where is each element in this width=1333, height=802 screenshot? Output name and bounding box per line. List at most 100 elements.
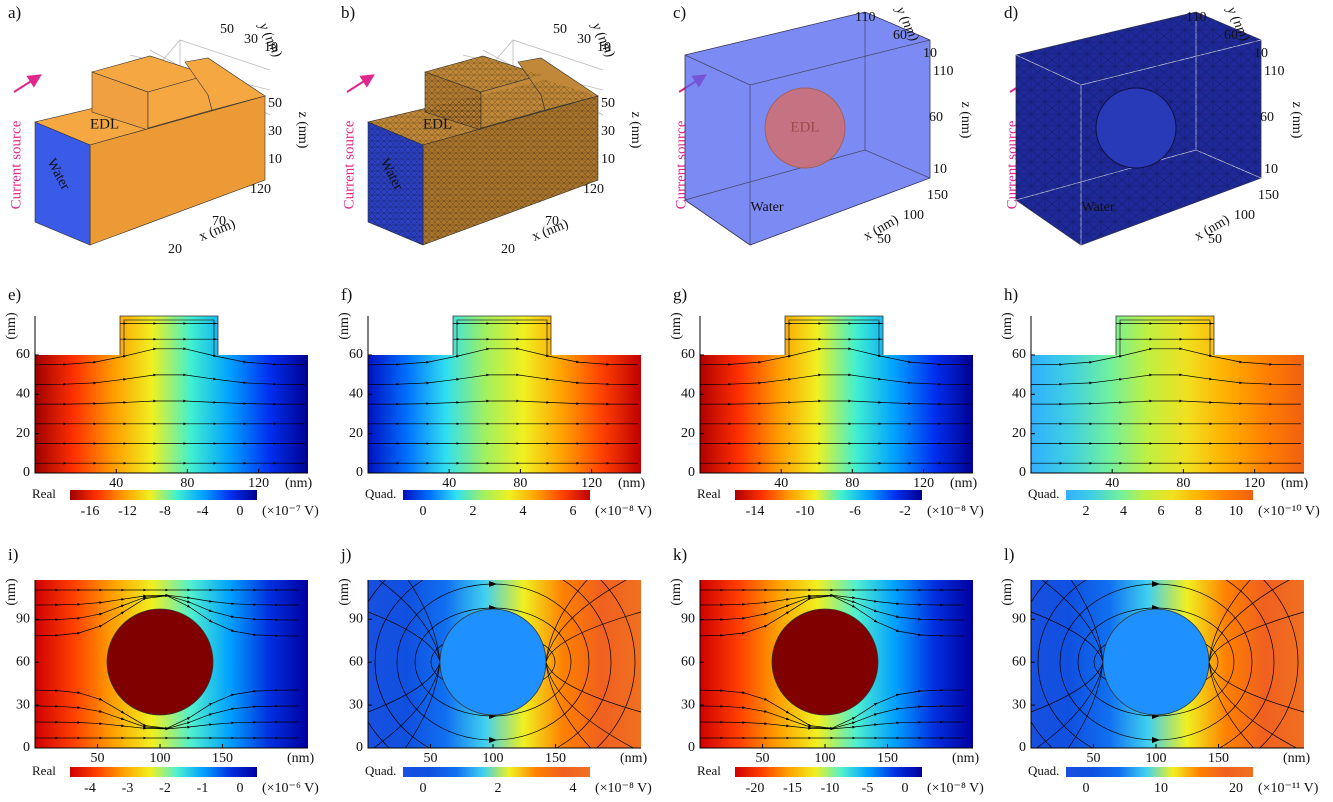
colorbar-tick: 2 <box>1083 504 1090 519</box>
colorbar-tick: -14 <box>746 504 765 519</box>
colorbar-tick: 2 <box>470 504 477 519</box>
panel-field: k)030609050100150(nm)(nm)Real-20-15-10-5… <box>669 545 984 796</box>
x-tick: 120 <box>913 476 934 491</box>
panel-label: i) <box>8 545 18 564</box>
colorbar-tick: 4 <box>520 504 527 519</box>
colorbar-name: Quad. <box>1028 486 1059 501</box>
y-tick: 40 <box>16 387 30 402</box>
panel-field: h)02040604080120(nm)(nm)Quad.246810(×10⁻… <box>1000 285 1320 519</box>
colorbar <box>1066 490 1253 500</box>
edl-label: EDL <box>90 116 119 132</box>
water-label: Water <box>1081 200 1114 215</box>
colorbar <box>403 490 590 500</box>
y-tick: 90 <box>1012 612 1026 627</box>
colorbar-tick: 4 <box>1120 504 1127 519</box>
colorbar <box>70 767 257 777</box>
inclusion <box>1103 609 1209 715</box>
y-unit: (nm) <box>337 578 352 606</box>
y-tick: 30 <box>681 697 695 712</box>
x-tick: 50 <box>1087 751 1101 766</box>
panel-label: a) <box>8 3 21 22</box>
x-tick: 20 <box>501 242 515 257</box>
y-tick: 0 <box>688 740 695 755</box>
y-tick: 40 <box>349 387 363 402</box>
arrow <box>489 557 497 563</box>
x-tick: 40 <box>442 476 456 491</box>
panel-field: e)02040604080120(nm)(nm)Real-16-12-8-40(… <box>4 285 319 519</box>
y-tick: 30 <box>16 697 30 712</box>
y-tick: 60 <box>16 654 30 669</box>
x-tick: 80 <box>513 476 527 491</box>
inclusion <box>772 609 878 715</box>
x-tick: 40 <box>774 476 788 491</box>
colorbar-tick: -4 <box>84 781 96 796</box>
colorbar-tick: -1 <box>197 781 209 796</box>
colorbar-name: Real <box>32 486 56 501</box>
z-tick: 60 <box>1260 110 1274 125</box>
y-unit: (nm) <box>1000 578 1015 606</box>
x-tick: 100 <box>150 751 171 766</box>
z-tick: 50 <box>268 96 282 111</box>
colorbar-tick: -12 <box>118 504 137 519</box>
x-tick: 100 <box>1146 751 1167 766</box>
colorbar-tick: -2 <box>159 781 171 796</box>
y-tick: 30 <box>1012 697 1026 712</box>
colorbar-tick: 8 <box>1195 504 1202 519</box>
y-tick: 110 <box>1186 10 1206 25</box>
x-tick: 100 <box>903 208 924 223</box>
x-tick: 150 <box>1258 188 1279 203</box>
colorbar-name: Real <box>32 763 56 778</box>
x-tick: 150 <box>212 751 233 766</box>
colorbar-name: Real <box>697 763 721 778</box>
panel-3d: a)Current sourceEDLWater5030105030101207… <box>8 3 310 257</box>
y-tick: 90 <box>349 612 363 627</box>
z-tick: 10 <box>933 162 947 177</box>
panel-label: h) <box>1004 285 1018 304</box>
colorbar-tick: 20 <box>1229 781 1243 796</box>
colorbar-tick: -15 <box>783 781 802 796</box>
y-tick: 40 <box>681 387 695 402</box>
colorbar-tick: 0 <box>237 781 244 796</box>
z-axis-label: z (nm) <box>1289 102 1304 139</box>
z-tick: 30 <box>268 124 282 139</box>
panel-label: b) <box>341 3 355 22</box>
x-tick: 120 <box>250 182 271 197</box>
panel-label: e) <box>8 285 21 304</box>
colorbar-tick: 0 <box>1083 781 1090 796</box>
x-unit: (nm) <box>618 476 646 491</box>
y-unit: (nm) <box>669 578 684 606</box>
z-axis-label: z (nm) <box>295 112 310 149</box>
z-axis-label: z (nm) <box>628 112 643 149</box>
x-tick: 120 <box>581 476 602 491</box>
x-unit: (nm) <box>1283 751 1311 766</box>
y-tick: 50 <box>553 22 567 37</box>
x-tick: 80 <box>180 476 194 491</box>
x-tick: 50 <box>424 751 438 766</box>
panel-3d: b)Current sourceEDLWater5030105030101207… <box>341 3 643 257</box>
z-tick: 60 <box>929 110 943 125</box>
panel-label: d) <box>1004 3 1018 22</box>
colorbar-tick: -20 <box>746 781 765 796</box>
x-tick: 120 <box>248 476 269 491</box>
z-tick: 10 <box>601 152 615 167</box>
z-tick: 110 <box>1264 64 1284 79</box>
y-unit: (nm) <box>4 312 19 340</box>
source-label: Current source <box>341 120 357 209</box>
x-tick: 50 <box>756 751 770 766</box>
arrow <box>1152 533 1160 539</box>
colorbar-name: Quad. <box>1028 763 1059 778</box>
y-tick: 60 <box>1012 347 1026 362</box>
x-tick: 100 <box>1234 208 1255 223</box>
z-tick: 50 <box>601 96 615 111</box>
y-tick: 50 <box>220 22 234 37</box>
x-tick: 80 <box>1176 476 1190 491</box>
colorbar-tick: 2 <box>495 781 502 796</box>
colorbar-tick: -16 <box>81 504 100 519</box>
source-arrow <box>347 78 369 92</box>
figure: a)Current sourceEDLWater5030105030101207… <box>0 0 1333 797</box>
colorbar-unit: (×10⁻⁶ V) <box>262 781 319 796</box>
colorbar-name: Quad. <box>365 763 396 778</box>
y-tick: 0 <box>688 465 695 480</box>
arrow <box>489 533 497 539</box>
